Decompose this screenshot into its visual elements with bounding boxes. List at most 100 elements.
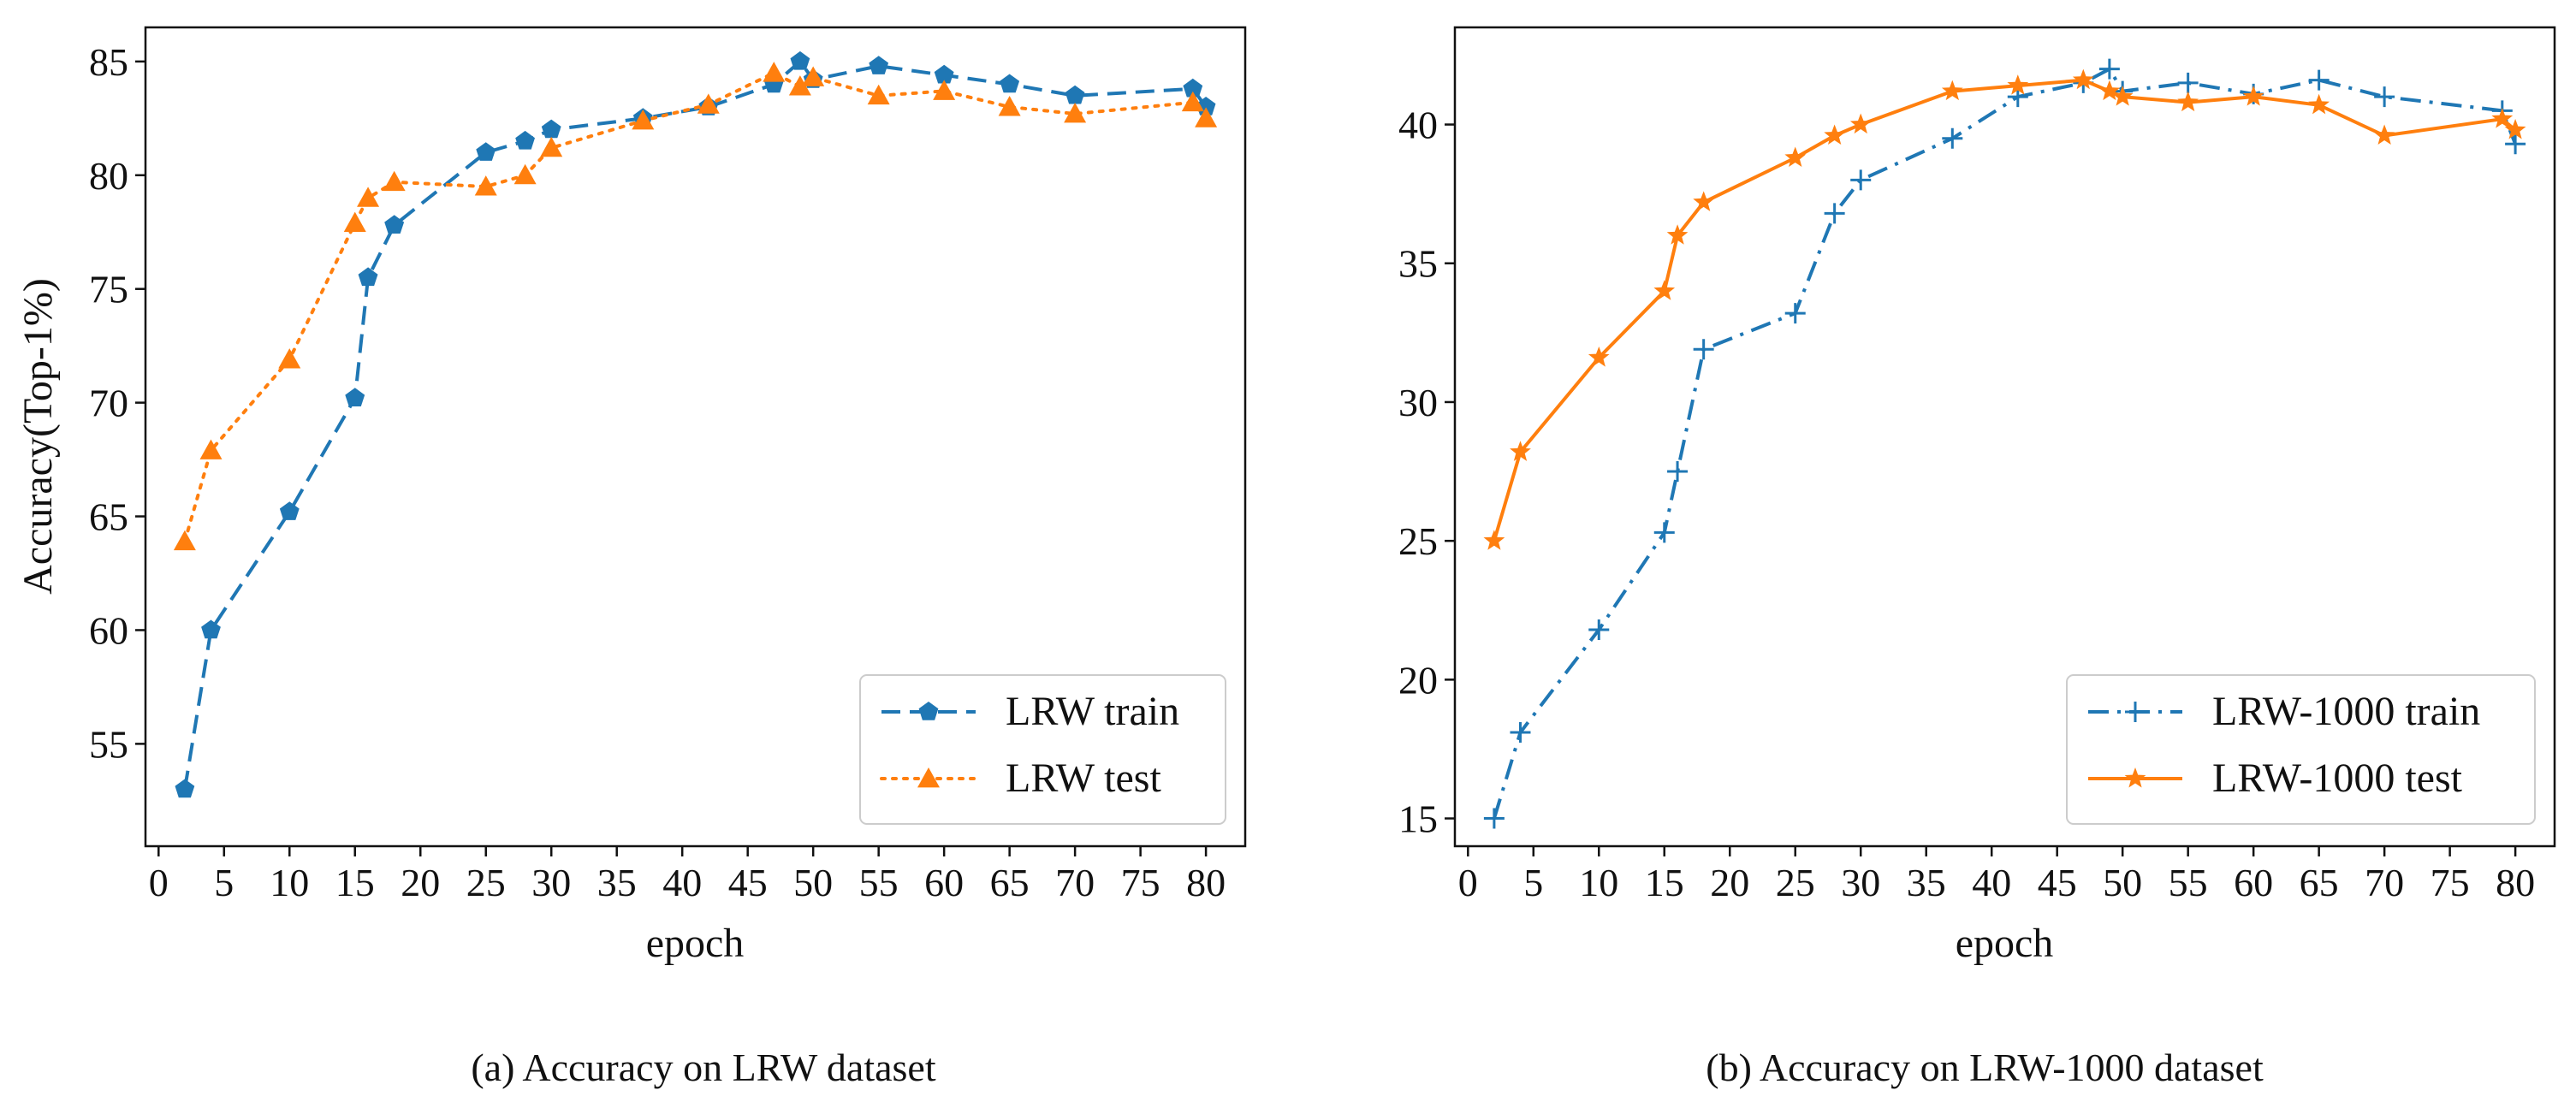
data-point: [1588, 347, 1610, 367]
data-point: [2505, 133, 2526, 155]
series-polyline: [1492, 78, 2517, 542]
y-tick-label: 40: [1398, 104, 1438, 147]
data-point: [1510, 721, 1531, 743]
y-tick-label: 20: [1398, 658, 1438, 702]
y-tick-label: 75: [89, 268, 128, 311]
x-tick-label: 20: [401, 861, 440, 904]
x-tick-label: 80: [1186, 861, 1226, 904]
x-tick-label: 50: [2103, 861, 2142, 904]
caption-a: (a) Accuracy on LRW dataset: [471, 1046, 935, 1089]
data-point: [474, 175, 497, 196]
y-tick-label: 55: [89, 722, 128, 766]
data-point: [1588, 619, 1610, 640]
series-polyline: [182, 59, 1208, 790]
data-point: [1000, 74, 1020, 93]
data-point: [2098, 58, 2120, 80]
legend-swatch-lrw-train: [881, 702, 976, 720]
legend-marker: [2124, 767, 2146, 788]
x-tick-label: 0: [1458, 861, 1478, 904]
series-line-lrw-test: [173, 62, 1218, 551]
data-point: [201, 619, 221, 639]
data-point: [1824, 203, 1845, 224]
data-point: [1483, 530, 1505, 550]
data-point: [2491, 108, 2514, 128]
y-axis-label-a: Accuracy(Top-1%): [15, 278, 61, 595]
x-tick-label: 75: [2431, 861, 2470, 904]
legend-marker: [918, 702, 939, 720]
x-tick-label: 45: [2038, 861, 2077, 904]
data-point: [1195, 107, 1218, 127]
data-point: [1850, 169, 1872, 191]
data-point: [175, 779, 195, 798]
x-axis-label-b: epoch: [1956, 921, 2054, 966]
data-point: [513, 163, 537, 185]
x-tick-label: 30: [531, 861, 571, 904]
series-line-lrw-1000-test: [1483, 68, 2526, 550]
y-tick-label: 70: [89, 382, 128, 425]
x-tick-label: 60: [924, 861, 964, 904]
data-point: [343, 211, 366, 233]
x-tick-label: 35: [1907, 861, 1946, 904]
data-point: [2242, 86, 2264, 106]
data-point: [2007, 74, 2029, 95]
data-point: [1784, 303, 1806, 324]
data-point: [1181, 91, 1204, 112]
data-point: [933, 80, 956, 100]
series-polyline: [182, 71, 1208, 543]
legend-label-lrw-test: LRW test: [1006, 755, 1161, 801]
y-tick-label: 65: [89, 495, 128, 539]
data-point: [2308, 93, 2330, 115]
x-axis-label-a: epoch: [646, 921, 745, 966]
data-point: [1941, 80, 1963, 101]
data-point: [384, 215, 405, 234]
data-point: [788, 75, 811, 96]
data-point: [998, 96, 1021, 116]
data-point: [1064, 103, 1087, 123]
data-point: [1693, 191, 1714, 211]
legend-box-b: [2066, 674, 2536, 825]
x-tick-label: 40: [662, 861, 702, 904]
data-point: [2308, 69, 2330, 91]
legend-swatch-lrw-1000-train: [2088, 702, 2182, 722]
data-point: [632, 109, 655, 130]
y-tick-label: 25: [1398, 519, 1438, 563]
legend-b: LRW-1000 train LRW-1000 test: [2066, 674, 2536, 825]
data-point: [790, 50, 810, 70]
data-point: [934, 64, 954, 84]
legend-a: LRW train LRW test: [859, 674, 1226, 825]
data-point: [1942, 127, 1963, 149]
x-tick-label: 60: [2234, 861, 2273, 904]
x-tick-label: 5: [214, 861, 234, 904]
data-point: [2177, 91, 2199, 112]
data-point: [1183, 78, 1203, 98]
y-tick-label: 60: [89, 608, 128, 652]
data-point: [357, 187, 380, 207]
x-tick-label: 65: [2300, 861, 2339, 904]
y-tick-label: 30: [1398, 381, 1438, 424]
series-polyline: [1492, 67, 2517, 820]
plot-area-b: [1453, 26, 2556, 848]
x-tick-label: 55: [2169, 861, 2208, 904]
plot-area-a: [144, 26, 1247, 848]
data-point: [1849, 113, 1872, 134]
y-tick-label: 15: [1398, 797, 1438, 841]
x-tick-label: 25: [466, 861, 506, 904]
data-point: [1784, 146, 1807, 167]
data-point: [1653, 280, 1676, 300]
legend-marker: [2125, 702, 2146, 722]
y-ticks-b: 15 20 25 30 35 40: [1398, 104, 1455, 841]
x-tick-label: 20: [1710, 861, 1749, 904]
y-ticks-a: 55 60 65 70 75 80 85: [89, 40, 145, 766]
data-point: [1693, 339, 1714, 360]
x-tick-label: 70: [1055, 861, 1095, 904]
data-point: [476, 142, 496, 161]
x-tick-label: 35: [597, 861, 637, 904]
y-tick-label: 80: [89, 154, 128, 198]
data-point: [173, 530, 196, 551]
x-tick-label: 40: [1972, 861, 2011, 904]
data-point: [541, 119, 561, 139]
x-tick-label: 15: [1645, 861, 1684, 904]
data-point: [2072, 68, 2094, 90]
data-point: [1065, 85, 1085, 104]
